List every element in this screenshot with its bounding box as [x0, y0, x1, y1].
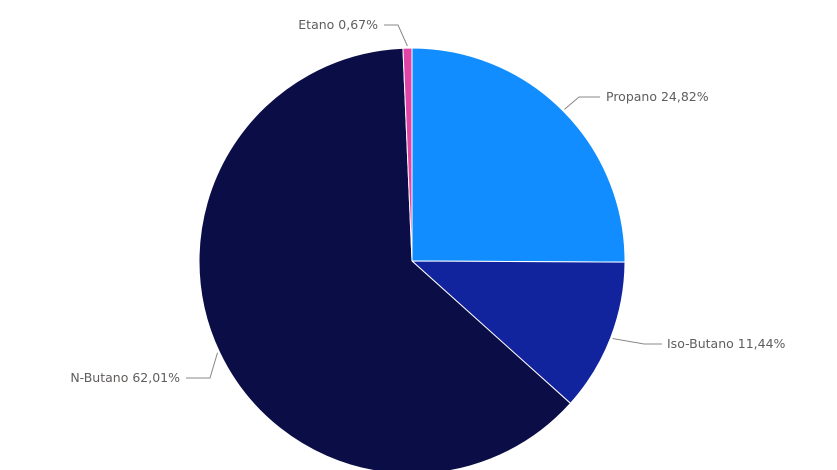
data-label-n-butano: N-Butano 62,01%: [70, 370, 180, 385]
leader-line-iso-butano: [612, 338, 662, 345]
leader-line-etano: [384, 24, 408, 47]
pie-slice-iso-butano[interactable]: [410, 260, 626, 405]
data-label-etano: Etano 0,67%: [298, 17, 378, 32]
pie-slice-etano[interactable]: [402, 47, 413, 262]
leader-line-n-butano: [186, 352, 218, 379]
pie-labels: Propano 24,82% Iso-Butano 11,44% N-Butano …: [70, 17, 785, 385]
pie-slice-n-butano[interactable]: [198, 47, 572, 470]
data-label-propano: Propano 24,82%: [606, 89, 709, 104]
pie-slices: [198, 47, 626, 470]
leader-line-propano: [564, 96, 600, 110]
pie-slice-propano[interactable]: [411, 47, 626, 263]
data-label-iso-butano: Iso-Butano 11,44%: [667, 336, 786, 351]
